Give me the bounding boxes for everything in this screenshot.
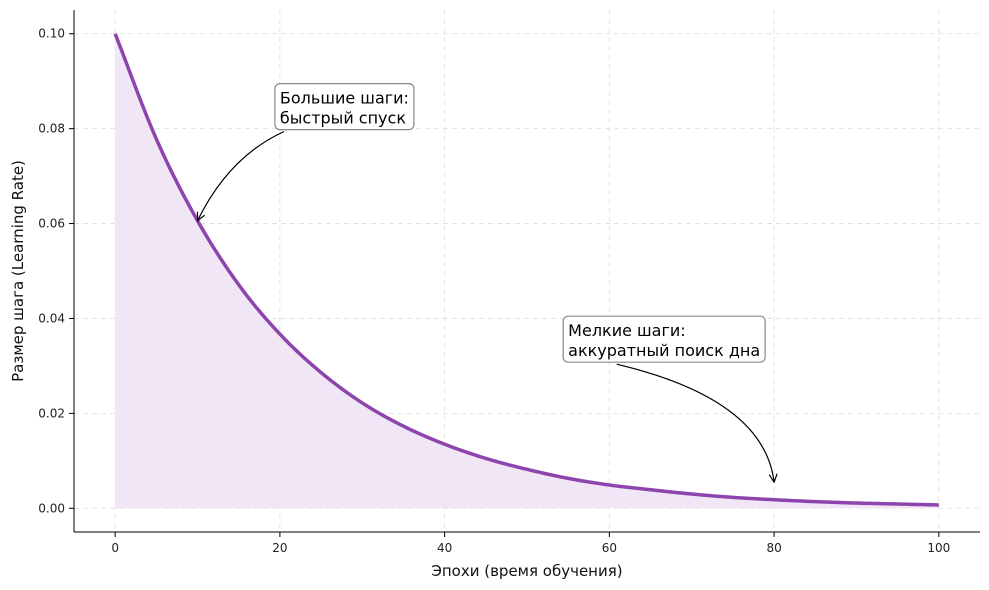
x-axis-title: Эпохи (время обучения) xyxy=(431,562,622,580)
axes xyxy=(73,10,980,533)
x-tick-label-5: 100 xyxy=(927,541,950,555)
x-ticks: 0 20 40 60 80 100 xyxy=(111,532,950,555)
x-tick-label-4: 80 xyxy=(766,541,781,555)
y-tick-label-1: 0.02 xyxy=(38,406,65,420)
x-tick-label-3: 60 xyxy=(602,541,617,555)
y-tick-label-4: 0.08 xyxy=(38,122,65,136)
y-ticks: 0.00 0.02 0.04 0.06 0.08 0.10 xyxy=(38,27,74,515)
annotations: Большие шаги:быстрый спуск Мелкие шаги:ак… xyxy=(198,83,775,483)
x-tick-label-2: 40 xyxy=(437,541,452,555)
y-tick-label-5: 0.10 xyxy=(38,27,65,41)
annotation-2-line-2: аккуратный поиск дна xyxy=(568,341,760,360)
x-tick-label-0: 0 xyxy=(111,541,119,555)
annotation-box-2 xyxy=(562,315,766,363)
annotation-1-line-2: быстрый спуск xyxy=(280,109,406,128)
annotation-2-line-1: Мелкие шаги: xyxy=(568,321,686,340)
y-axis-title: Размер шага (Learning Rate) xyxy=(9,160,27,382)
annotation-arrow-2 xyxy=(616,363,774,482)
annotation-box-1 xyxy=(274,83,415,131)
y-tick-label-3: 0.06 xyxy=(38,217,65,231)
series-line xyxy=(113,33,939,507)
area-fill xyxy=(115,33,939,509)
y-tick-label-2: 0.04 xyxy=(38,311,65,325)
annotation-1: Большие шаги:быстрый спуск xyxy=(198,83,415,221)
y-tick-label-0: 0.00 xyxy=(38,501,65,515)
annotation-2: Мелкие шаги:аккуратный поиск дна xyxy=(562,315,774,482)
annotation-1-line-1: Большие шаги: xyxy=(280,89,409,108)
x-tick-label-1: 20 xyxy=(272,541,287,555)
annotation-arrow-1 xyxy=(198,131,285,221)
